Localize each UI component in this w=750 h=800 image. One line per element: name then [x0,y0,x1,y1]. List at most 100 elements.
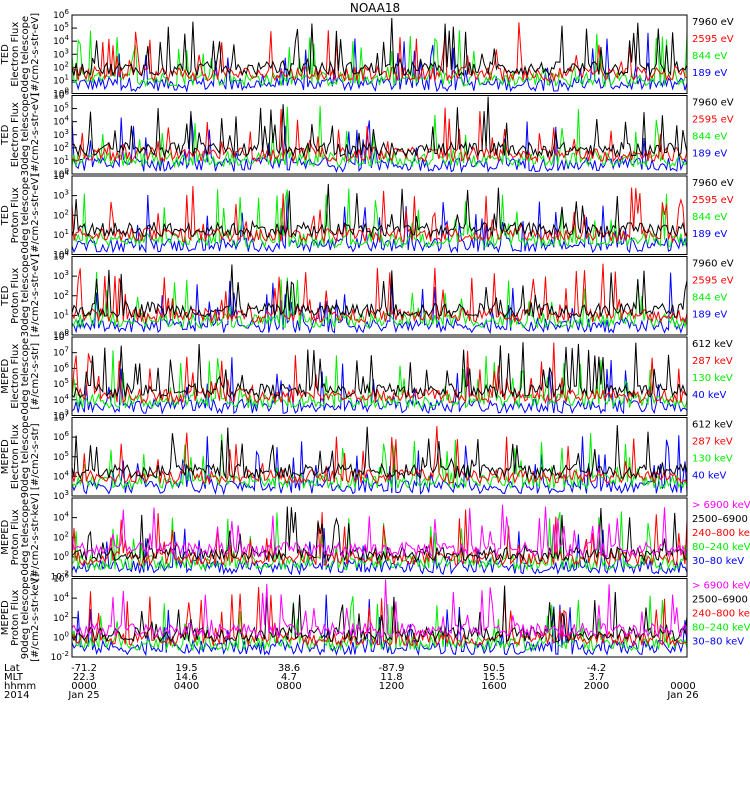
tick-base: 10 [53,380,65,390]
series-line [72,509,687,567]
tick-exponent: 0 [65,248,69,256]
series-line [72,433,687,490]
tick-exponent: 4 [65,34,70,42]
tick-exponent: 4 [65,469,70,477]
footer-row-label: hhmm [4,681,36,692]
tick-exponent: 5 [65,450,69,458]
series-line [72,32,687,93]
tick-base: 10 [53,63,65,73]
ylabel-line: [#/cm2-s-str-keV] [30,493,41,581]
y-tick-label: 100 [53,167,69,180]
hhmm-value: 1600 [481,681,506,692]
y-tick-label: 107 [53,346,69,359]
legend-entry: 80–240 keV [692,542,750,553]
panel-frame [71,336,688,416]
panel-traces [72,579,687,657]
panel-traces [72,504,687,576]
ylabel-line: 30deg telescope [20,93,31,176]
lat-value: 19.5 [175,663,197,674]
legend-entry: 844 eV [692,132,727,143]
tick-base: 10 [53,24,65,34]
y-tick-label: 102 [53,208,69,221]
tick-base: 10 [53,211,65,221]
tick-exponent: 1 [65,154,69,162]
legend-entry: 130 keV [692,454,733,465]
y-tick-label: 103 [53,128,69,141]
tick-base: 10 [53,633,65,643]
ylabel-line: [#/cm2-s-str-eV] [30,174,41,257]
panel-ylabel: MEPEDProton Flux90deg telescope[#/cm2-s-… [0,574,41,662]
hhmm-value: 2000 [584,681,609,692]
y-tick-label: 106 [53,8,69,21]
tick-exponent: 6 [65,361,70,369]
tick-exponent: 2 [65,141,69,149]
tick-exponent: 2 [65,611,69,619]
y-tick-label: 102 [53,141,69,154]
panel-ylabel: MEPEDElectron Flux90deg telescope[#/cm2-… [0,415,41,498]
ylabel-line: MEPED [0,519,11,554]
panel-1: TEDElectron Flux0deg telescope[#/cm2-s-s… [0,8,734,100]
ylabel-line: [#/cm2-s-str] [30,423,41,490]
panel-2: TEDElectron Flux30deg telescope[#/cm2-s-… [0,89,734,181]
tick-base: 10 [53,192,65,202]
ylabel-line: MEPED [0,600,11,635]
ylabel-line: Electron Flux [10,22,21,87]
tick-exponent: 4 [65,250,70,258]
y-tick-label: 103 [53,47,69,60]
y-tick-label: 100 [53,550,69,563]
ylabel-line: [#/cm2-s-str-eV] [30,13,41,96]
footer-row-label: 2014 [4,690,29,701]
tick-exponent: 4 [65,591,70,599]
panel-traces [72,263,687,335]
footer-row-label: MLT [4,672,24,683]
mlt-value: 15.5 [483,672,505,683]
tick-base: 10 [53,157,65,167]
hhmm-value: 1200 [379,681,404,692]
tick-base: 10 [53,311,65,321]
ylabel-line: [#/cm2-s-str-keV] [30,574,41,662]
y-tick-label: 105 [53,102,69,115]
mlt-value: 3.7 [589,672,605,683]
y-tick-label: 10-2 [51,570,69,583]
series-line [72,506,687,563]
series-line [72,579,687,639]
ylabel-line: TED [0,124,11,145]
series-line [72,264,687,319]
legend-entry: 844 eV [692,212,727,223]
tick-base: 10 [51,653,63,663]
tick-exponent: 0 [65,87,69,95]
legend-entry: 189 eV [692,68,727,79]
series-line [72,586,687,648]
tick-base: 10 [53,412,65,422]
legend-entry: 130 keV [692,373,733,384]
series-line [72,263,687,324]
legend-entry: 240–800 keV [692,609,750,620]
series-line [72,271,687,330]
y-tick-label: 108 [53,330,69,343]
tick-exponent: 1 [65,308,69,316]
hhmm-value: 0000 [670,681,695,692]
tick-base: 10 [53,349,65,359]
tick-base: 10 [53,433,65,443]
tick-base: 10 [53,231,65,241]
y-tick-label: 102 [53,60,69,73]
y-tick-label: 102 [53,530,69,543]
series-line [72,425,687,485]
footer-row-label: Lat [4,663,20,674]
legend-entry: 7960 eV [692,259,734,270]
legend-entry: 30–80 keV [692,556,744,567]
tick-exponent: 3 [65,189,69,197]
tick-exponent: 7 [65,411,69,419]
hhmm-value: 0400 [174,681,199,692]
lat-value: -4.2 [587,663,607,674]
legend-entry: 7960 eV [692,17,734,28]
legend-entry: 7960 eV [692,98,734,109]
hhmm-value: 0800 [276,681,301,692]
ylabel-line: TED [0,205,11,226]
panel-ylabel: MEPEDElectron Flux0deg telescope[#/cm2-s… [0,338,41,415]
panel-traces [72,183,687,254]
y-tick-label: 104 [53,250,69,263]
tick-base: 10 [53,90,65,100]
legend-entry: 189 eV [692,149,727,160]
panel-frame [71,417,688,497]
